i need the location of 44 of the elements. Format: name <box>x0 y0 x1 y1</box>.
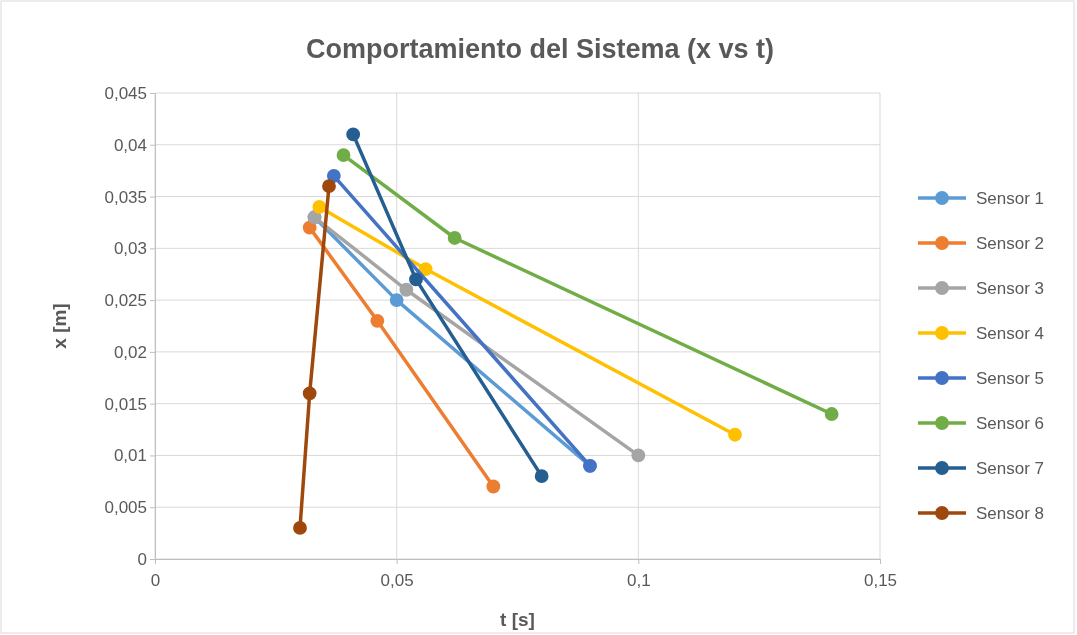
legend-label: Sensor 4 <box>976 324 1045 343</box>
point <box>728 427 742 442</box>
y-tick-label: 0,035 <box>104 187 147 207</box>
point <box>631 448 646 463</box>
legend-label: Sensor 3 <box>976 279 1045 298</box>
point <box>346 127 361 142</box>
y-tick-label: 0,015 <box>104 394 147 414</box>
point <box>824 407 839 421</box>
point <box>302 386 317 401</box>
point <box>322 179 336 194</box>
legend-label: Sensor 1 <box>976 189 1045 208</box>
point <box>486 479 501 494</box>
point <box>418 262 433 276</box>
y-tick-label: 0,01 <box>113 446 147 466</box>
point <box>326 168 341 183</box>
y-tick-label: 0,045 <box>104 83 147 103</box>
y-tick-label: 0,04 <box>113 135 147 155</box>
point <box>447 231 462 245</box>
legend-label: Sensor 6 <box>976 414 1045 433</box>
y-tick-label: 0,03 <box>113 239 147 259</box>
x-tick-label: 0 <box>150 570 161 590</box>
y-axis-title: x [m] <box>49 303 70 349</box>
point <box>312 200 327 214</box>
legend-label: Sensor 2 <box>976 234 1045 253</box>
x-tick-label: 0,05 <box>380 570 414 590</box>
point <box>336 148 351 163</box>
x-tick-label: 0,1 <box>627 570 651 590</box>
point <box>370 313 385 328</box>
point <box>409 272 423 287</box>
y-tick-label: 0,005 <box>104 498 147 518</box>
point <box>302 220 317 235</box>
chart-title: Comportamiento del Sistema (x vs t) <box>305 34 775 64</box>
y-tick-label: 0,02 <box>113 342 147 362</box>
y-tick-label: 0,025 <box>104 291 147 311</box>
legend-label: Sensor 8 <box>976 504 1045 523</box>
x-tick-label: 0,15 <box>863 570 898 590</box>
point <box>534 469 549 484</box>
y-tick-label: 0 <box>137 549 147 569</box>
point <box>389 293 404 308</box>
legend-label: Sensor 5 <box>976 369 1045 388</box>
legend-label: Sensor 7 <box>976 459 1045 478</box>
x-axis-title: t [s] <box>500 609 535 630</box>
point <box>399 282 414 297</box>
point <box>293 521 307 535</box>
